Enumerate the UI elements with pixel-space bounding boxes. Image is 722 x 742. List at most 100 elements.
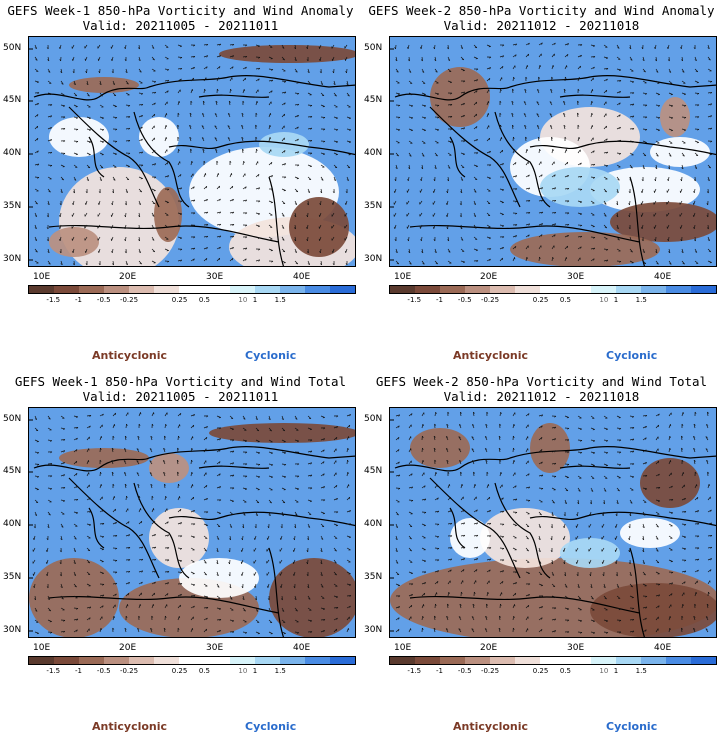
wind-arrow	[177, 56, 183, 58]
wind-arrow	[294, 487, 299, 490]
wind-arrow	[577, 415, 582, 419]
wind-arrow	[512, 592, 517, 597]
wind-arrow	[577, 257, 581, 262]
colorbar-swatch	[465, 286, 491, 293]
wind-arrow	[268, 236, 273, 240]
wind-arrow	[707, 509, 712, 513]
wind-arrow	[47, 619, 52, 622]
wind-arrow	[138, 546, 143, 549]
wind-arrow	[668, 92, 673, 95]
wind-arrow	[281, 487, 286, 491]
wind-arrow	[421, 248, 424, 253]
wind-arrow	[408, 604, 413, 609]
wind-arrow	[629, 115, 634, 118]
wind-arrow	[655, 460, 660, 465]
wind-arrow	[47, 415, 51, 420]
wind-arrow	[125, 68, 128, 73]
wind-arrow	[268, 79, 273, 82]
wind-arrow	[47, 523, 50, 528]
wind-arrow	[268, 90, 273, 94]
wind-arrow	[460, 546, 465, 549]
wind-arrow	[498, 448, 501, 453]
wind-arrow	[268, 56, 273, 60]
wind-arrow	[473, 522, 478, 525]
wind-arrow	[216, 559, 219, 564]
wind-arrow	[694, 92, 700, 94]
wind-arrow	[333, 460, 337, 465]
colorbar-swatch	[279, 657, 305, 664]
wind-arrow	[72, 200, 75, 205]
wind-arrow	[34, 619, 39, 623]
wind-arrow	[34, 511, 38, 516]
wind-arrow	[190, 472, 193, 477]
wind-arrow	[73, 583, 77, 588]
wind-arrow	[512, 460, 515, 465]
wind-arrow	[694, 236, 696, 242]
wind-arrow	[73, 547, 77, 552]
wind-arrow	[668, 559, 673, 562]
wind-arrow	[216, 257, 220, 262]
wind-arrow	[629, 427, 635, 429]
wind-arrow	[681, 447, 683, 453]
wind-arrow	[346, 595, 352, 597]
wind-arrow	[138, 212, 141, 217]
wind-arrow	[525, 616, 529, 621]
wind-arrow	[395, 547, 398, 552]
wind-arrow	[138, 151, 143, 154]
wind-arrow	[346, 459, 348, 465]
wind-arrow	[110, 44, 114, 49]
wind-arrow	[227, 125, 231, 130]
wind-arrow	[590, 113, 593, 118]
wind-arrow	[112, 116, 118, 118]
wind-arrow	[564, 475, 569, 478]
wind-arrow	[525, 413, 530, 417]
wind-arrow	[499, 592, 503, 597]
coastline	[48, 595, 280, 614]
wind-arrow	[486, 509, 491, 513]
wind-arrow	[164, 125, 167, 130]
wind-arrow	[346, 128, 351, 131]
vorticity-map	[389, 36, 717, 267]
wind-arrow	[164, 582, 169, 585]
wind-arrow	[190, 496, 194, 501]
wind-arrow	[268, 212, 273, 216]
wind-arrow	[307, 104, 313, 106]
wind-arrow	[203, 77, 207, 82]
wind-arrow	[281, 415, 284, 420]
wind-arrow	[254, 535, 257, 540]
wind-arrow	[512, 175, 517, 178]
wind-arrow	[707, 496, 711, 501]
wind-arrow	[138, 56, 141, 61]
wind-arrow	[138, 236, 141, 241]
wind-arrow	[473, 224, 477, 229]
wind-arrow	[486, 522, 491, 525]
wind-arrow	[447, 80, 452, 83]
wind-arrow	[71, 44, 75, 49]
wind-arrow	[681, 627, 683, 633]
wind-arrow	[177, 212, 182, 215]
wind-arrow	[281, 212, 285, 217]
wind-arrow	[124, 436, 127, 441]
wind-arrow	[229, 415, 234, 419]
wind-arrow	[616, 126, 621, 130]
wind-arrow	[707, 558, 712, 561]
wind-arrow	[577, 54, 582, 58]
wind-arrow	[538, 487, 544, 489]
wind-arrow	[59, 224, 62, 229]
wind-arrow	[151, 137, 155, 142]
wind-arrow	[694, 484, 698, 489]
wind-arrow	[395, 523, 399, 528]
wind-arrow	[268, 68, 274, 70]
wind-arrow	[499, 66, 504, 70]
wind-arrow	[473, 509, 478, 513]
coastline	[68, 477, 160, 579]
colorbar-tick-label: 0.5	[198, 296, 211, 304]
wind-arrow	[255, 439, 260, 443]
wind-arrow	[255, 607, 259, 612]
wind-arrow	[203, 43, 208, 46]
panel-title: GEFS Week-1 850-hPa Vorticity and Wind T…	[14, 374, 347, 389]
wind-arrow	[681, 68, 685, 73]
colorbar-swatch	[304, 286, 330, 293]
wind-arrow	[642, 164, 645, 169]
wind-arrow	[86, 547, 91, 551]
